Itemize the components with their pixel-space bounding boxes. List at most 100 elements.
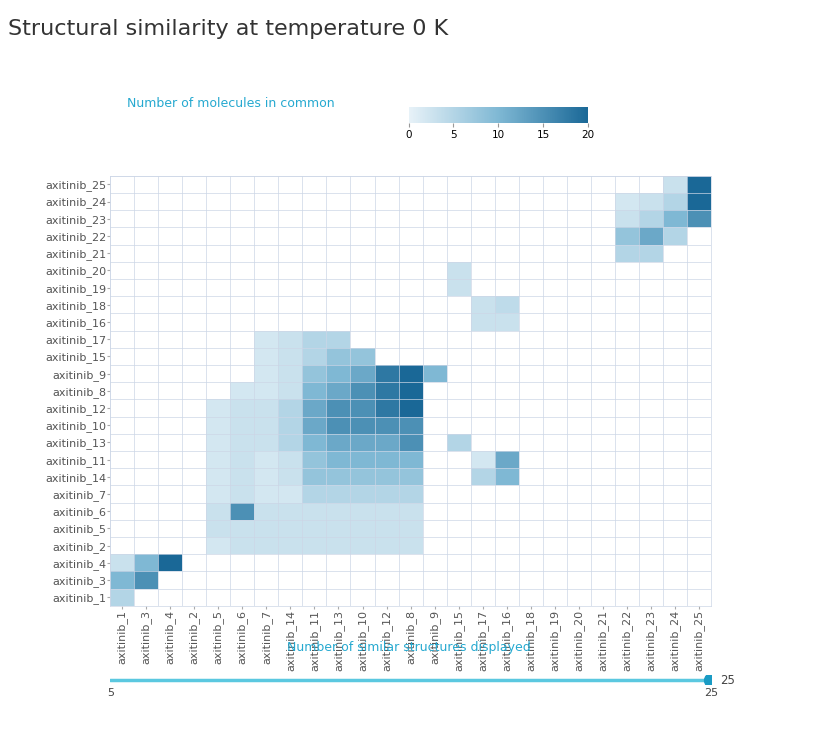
Bar: [447, 434, 471, 451]
Bar: [327, 348, 350, 365]
Bar: [471, 451, 494, 468]
Text: 25: 25: [721, 674, 735, 687]
Bar: [230, 520, 254, 537]
Bar: [254, 451, 279, 468]
Bar: [374, 468, 399, 485]
Bar: [327, 485, 350, 503]
Bar: [350, 417, 374, 434]
Bar: [350, 365, 374, 382]
Bar: [230, 451, 254, 468]
Bar: [374, 399, 399, 417]
Bar: [614, 227, 639, 245]
Bar: [327, 382, 350, 399]
Bar: [279, 331, 302, 348]
Bar: [399, 434, 422, 451]
Bar: [302, 365, 327, 382]
Bar: [663, 176, 687, 193]
Bar: [471, 313, 494, 331]
Bar: [279, 417, 302, 434]
Bar: [279, 520, 302, 537]
Bar: [110, 571, 134, 589]
Bar: [207, 537, 230, 554]
Bar: [254, 485, 279, 503]
Bar: [279, 485, 302, 503]
Bar: [230, 503, 254, 520]
Bar: [279, 503, 302, 520]
Bar: [350, 520, 374, 537]
Bar: [302, 468, 327, 485]
Bar: [207, 399, 230, 417]
Bar: [254, 399, 279, 417]
Bar: [350, 348, 374, 365]
Bar: [207, 434, 230, 451]
Text: 25: 25: [703, 687, 718, 698]
Bar: [639, 245, 663, 262]
Bar: [254, 537, 279, 554]
Bar: [374, 434, 399, 451]
Bar: [639, 210, 663, 227]
Bar: [230, 382, 254, 399]
Bar: [374, 417, 399, 434]
Bar: [687, 210, 711, 227]
Bar: [230, 399, 254, 417]
Bar: [207, 503, 230, 520]
Text: Number of molecules in common: Number of molecules in common: [127, 96, 334, 110]
Bar: [254, 520, 279, 537]
Bar: [399, 468, 422, 485]
Bar: [614, 193, 639, 210]
Bar: [350, 503, 374, 520]
Bar: [399, 399, 422, 417]
Bar: [230, 434, 254, 451]
Bar: [663, 210, 687, 227]
Bar: [302, 331, 327, 348]
Bar: [279, 451, 302, 468]
Bar: [350, 468, 374, 485]
Bar: [207, 520, 230, 537]
Bar: [207, 468, 230, 485]
Bar: [230, 468, 254, 485]
Text: 5: 5: [107, 687, 114, 698]
Bar: [327, 468, 350, 485]
Bar: [494, 296, 519, 313]
Bar: [279, 382, 302, 399]
Text: Structural similarity at temperature 0 K: Structural similarity at temperature 0 K: [8, 19, 449, 39]
Bar: [447, 279, 471, 296]
Bar: [327, 434, 350, 451]
Bar: [207, 451, 230, 468]
Bar: [639, 193, 663, 210]
Bar: [422, 365, 447, 382]
Bar: [399, 537, 422, 554]
Bar: [350, 451, 374, 468]
Bar: [254, 365, 279, 382]
Bar: [254, 468, 279, 485]
Bar: [302, 399, 327, 417]
Bar: [254, 417, 279, 434]
Bar: [110, 554, 134, 571]
Bar: [254, 434, 279, 451]
Bar: [302, 520, 327, 537]
Bar: [327, 365, 350, 382]
Text: Number of similar structures displayed: Number of similar structures displayed: [287, 640, 530, 654]
Bar: [687, 176, 711, 193]
Bar: [471, 296, 494, 313]
Bar: [158, 554, 182, 571]
Bar: [134, 571, 158, 589]
Bar: [399, 503, 422, 520]
Bar: [374, 537, 399, 554]
Bar: [279, 399, 302, 417]
Bar: [279, 468, 302, 485]
Bar: [350, 382, 374, 399]
Bar: [279, 537, 302, 554]
Bar: [254, 503, 279, 520]
Bar: [302, 348, 327, 365]
Bar: [399, 520, 422, 537]
Bar: [279, 434, 302, 451]
Bar: [639, 227, 663, 245]
Bar: [327, 417, 350, 434]
Bar: [327, 520, 350, 537]
Bar: [494, 451, 519, 468]
Bar: [447, 262, 471, 279]
Bar: [110, 589, 134, 606]
Bar: [614, 210, 639, 227]
Bar: [207, 485, 230, 503]
